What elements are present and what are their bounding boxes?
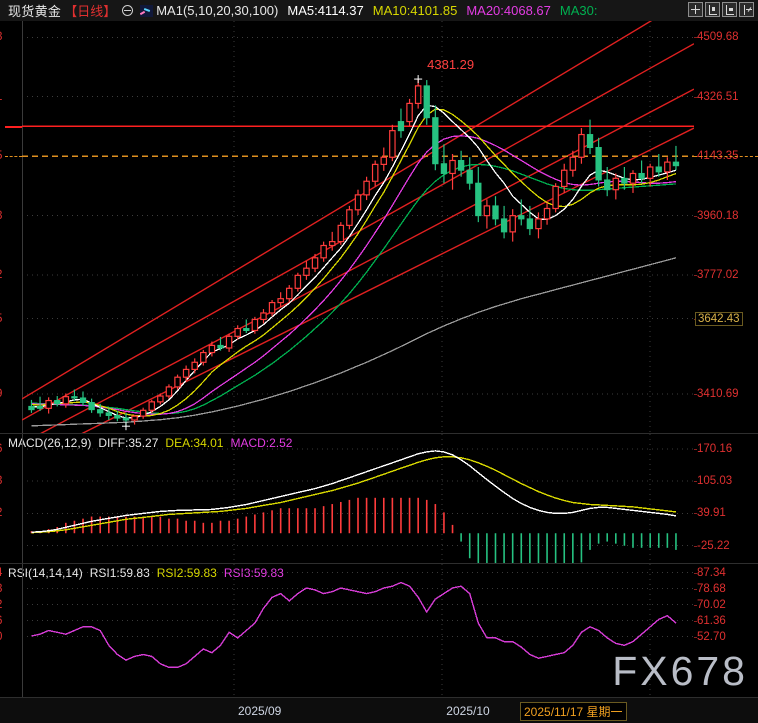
ma20-value: MA20:4068.67 xyxy=(466,3,551,18)
rsi-tick: 87.34 xyxy=(697,566,726,579)
price-tick: 3410.69 xyxy=(697,387,739,400)
rsi-tick: 78.68 xyxy=(697,582,726,595)
tick-mark xyxy=(694,481,697,483)
price-tick-left: 9 xyxy=(0,388,2,400)
tick-mark xyxy=(694,545,697,547)
macd-plot-area[interactable] xyxy=(22,434,694,563)
chart-header: 现货黄金 【日线】 MA1(5,10,20,30,100) MA5:4114.37… xyxy=(0,0,758,21)
tick-mark xyxy=(694,572,697,574)
rsi-tick-left: 2 xyxy=(0,599,2,611)
rsi-tick: 61.36 xyxy=(697,614,726,627)
axis-divider xyxy=(22,434,23,563)
macd-diff-value: DIFF:35.27 xyxy=(98,436,159,450)
macd-macd-value: MACD:2.52 xyxy=(230,436,293,450)
current-price-line xyxy=(694,156,758,158)
rsi2-value: RSI2:59.83 xyxy=(156,566,217,580)
high-price-label: 4381.29 xyxy=(427,57,475,73)
macd-tick: 105.03 xyxy=(697,475,733,488)
mini-chart-icon[interactable] xyxy=(140,4,154,17)
macd-legend: MACD(26,12,9) DIFF:35.27 DEA:34.01 MACD:2.5… xyxy=(8,436,292,450)
minus-circle-icon[interactable] xyxy=(122,5,134,16)
rsi-axis-right[interactable]: 87.34 78.68 70.02 61.36 52.70 xyxy=(694,564,758,697)
tick-mark xyxy=(694,513,697,515)
rsi-title: RSI(14,14,14) xyxy=(8,566,83,580)
price-tick: 3960.18 xyxy=(697,209,739,222)
chart-jump-right-icon[interactable] xyxy=(739,2,754,17)
price-tick-left: 5 xyxy=(0,313,2,325)
current-date-label: 2025/11/17 星期一 xyxy=(520,702,627,721)
rsi-tick-left: 8 xyxy=(0,583,2,595)
macd-axis-right[interactable]: 170.16 105.03 39.91 -25.22 xyxy=(694,434,758,563)
time-axis-label: 2025/10 xyxy=(446,704,490,718)
time-axis[interactable]: 2025/09 2025/10 2025/11/17 星期一 xyxy=(0,697,758,723)
tick-mark xyxy=(694,96,697,98)
rsi-legend: RSI(14,14,14) RSI1:59.83 RSI2:59.83 RSI3:59… xyxy=(8,566,284,580)
tick-mark xyxy=(694,215,697,217)
tick-mark xyxy=(694,620,697,622)
macd-tick: 39.91 xyxy=(697,507,726,520)
current-price-tag: 3642.43 xyxy=(695,311,743,326)
watermark: FX678 xyxy=(612,648,748,694)
macd-tick-left: 2 xyxy=(0,507,2,519)
rsi-tick-left: 4 xyxy=(0,567,2,579)
macd-tick-left: 3 xyxy=(0,475,2,487)
price-tick-left: 8 xyxy=(0,31,2,43)
price-tick: 4326.51 xyxy=(697,90,739,103)
rsi-tick-left: 6 xyxy=(0,615,2,627)
price-tick-left: 5 xyxy=(0,150,2,162)
level-line-left xyxy=(5,126,22,129)
price-tick: 3777.02 xyxy=(697,269,739,281)
price-tick-left: 8 xyxy=(0,210,2,222)
price-tick-left: 2 xyxy=(0,269,2,281)
tick-mark xyxy=(694,448,697,450)
rsi1-value: RSI1:59.83 xyxy=(89,566,150,580)
time-axis-label: 2025/09 xyxy=(237,704,282,718)
rsi-plot-area[interactable] xyxy=(22,564,694,697)
ma-title: MA1(5,10,20,30,100) xyxy=(156,3,279,18)
chart-shift-icon[interactable] xyxy=(722,2,737,17)
current-line-left xyxy=(5,156,22,158)
period-label[interactable]: 【日线】 xyxy=(64,4,117,19)
macd-tick-left: 6 xyxy=(0,443,2,455)
rsi-panel[interactable]: RSI(14,14,14) RSI1:59.83 RSI2:59.83 RSI3:59… xyxy=(0,563,758,697)
macd-axis-left: 6 3 2 xyxy=(0,434,22,563)
price-panel[interactable]: 8158259 4381.29 3311.40 4509.684326.5141… xyxy=(0,21,758,433)
price-plot-area[interactable]: 4381.29 3311.40 xyxy=(22,21,694,433)
chart-scale-icon[interactable] xyxy=(705,2,720,17)
axis-divider xyxy=(22,21,23,433)
macd-tick: -25.22 xyxy=(697,539,730,552)
price-tick: 4509.68 xyxy=(697,31,739,44)
rsi-tick: 52.70 xyxy=(697,630,726,643)
macd-tick: 170.16 xyxy=(697,442,733,455)
rsi-tick-left: 0 xyxy=(0,631,2,643)
ma30-value: MA30: xyxy=(559,3,598,18)
crosshair-icon[interactable] xyxy=(688,2,703,17)
rsi-axis-left: 4 8 2 6 0 xyxy=(0,564,22,697)
tick-mark xyxy=(694,604,697,606)
tick-mark xyxy=(694,37,697,39)
macd-title: MACD(26,12,9) xyxy=(8,436,92,450)
chart-toolbar xyxy=(688,2,754,17)
tick-mark xyxy=(694,393,697,395)
axis-divider xyxy=(22,564,23,697)
tick-mark xyxy=(694,636,697,638)
rsi-tick: 70.02 xyxy=(697,598,726,611)
ma5-value: MA5:4114.37 xyxy=(287,3,364,18)
price-tick-left: 1 xyxy=(0,91,2,103)
symbol-name: 现货黄金 xyxy=(8,4,62,19)
price-axis-right[interactable]: 4509.684326.514143.353960.183777.023642.… xyxy=(694,21,758,433)
macd-dea-value: DEA:34.01 xyxy=(165,436,224,450)
price-axis-left: 8 1 5 8 2 5 9 xyxy=(0,21,22,433)
rsi3-value: RSI3:59.83 xyxy=(223,566,284,580)
tick-mark xyxy=(694,275,697,276)
ma10-value: MA10:4101.85 xyxy=(372,3,458,18)
macd-panel[interactable]: MACD(26,12,9) DIFF:35.27 DEA:34.01 MACD:2.5… xyxy=(0,433,758,563)
ma-legend: MA1(5,10,20,30,100) MA5:4114.37 MA10:4101.… xyxy=(156,3,597,18)
tick-mark xyxy=(694,588,697,590)
